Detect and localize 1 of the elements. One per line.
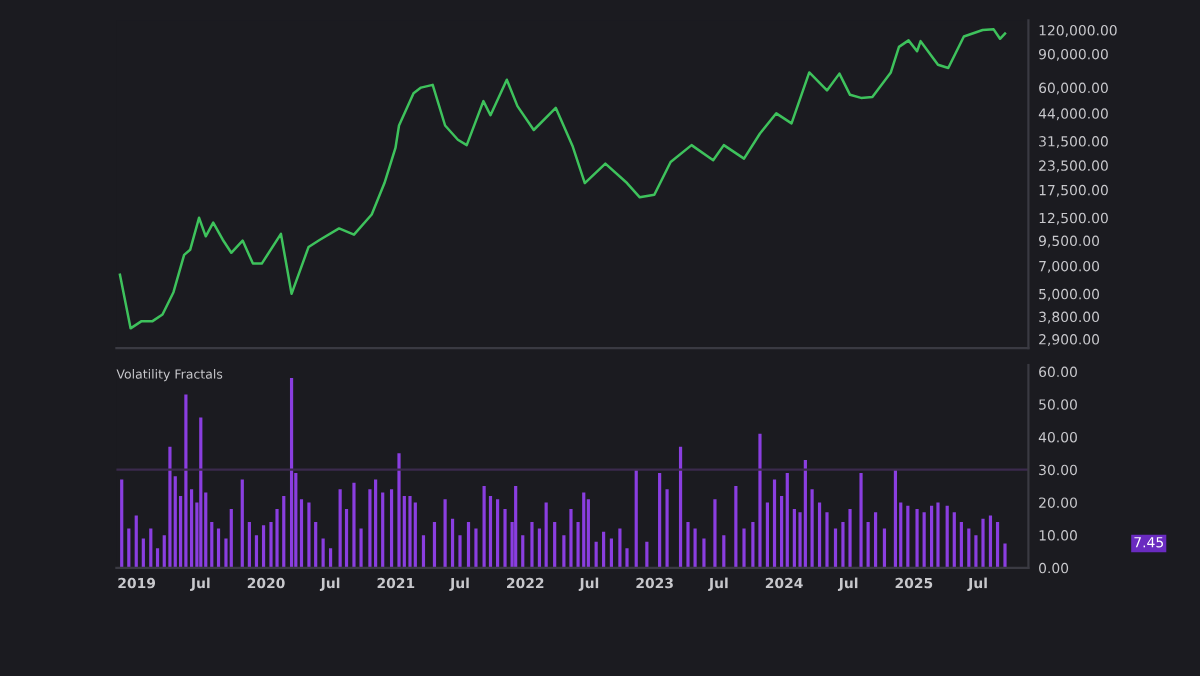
line-series xyxy=(118,28,1007,330)
